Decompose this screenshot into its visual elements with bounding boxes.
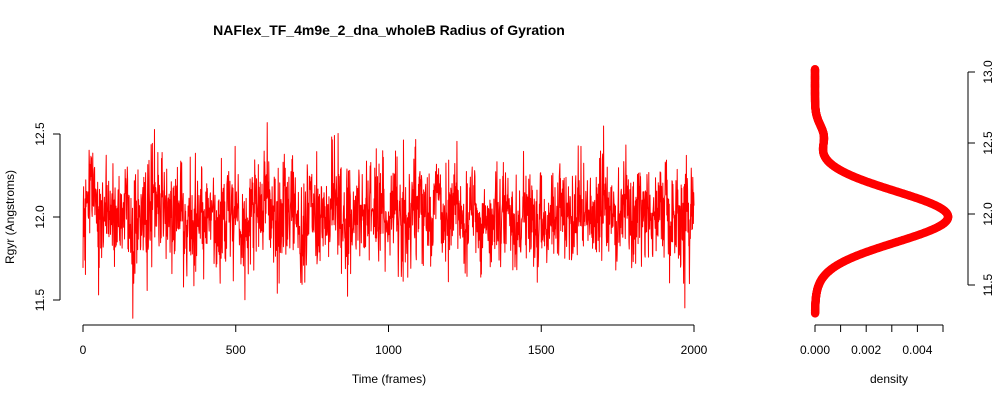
chart-title: NAFlex_TF_4m9e_2_dna_wholeB Radius of Gy… xyxy=(213,22,565,38)
main-x-axis: 0 500 1000 1500 2000 xyxy=(80,324,708,357)
x-tick-label: 1000 xyxy=(375,343,402,357)
series-line-rgyr xyxy=(82,122,695,319)
density-y-axis: 11.5 12.0 12.5 13.0 xyxy=(967,60,995,296)
y-tick-label: 12.5 xyxy=(33,122,47,146)
density-y-tick-label: 12.5 xyxy=(981,131,995,155)
y-tick-label: 11.5 xyxy=(33,288,47,311)
x-tick-label: 2000 xyxy=(681,343,708,357)
main-x-axis-label: Time (frames) xyxy=(352,372,426,386)
x-tick-label: 500 xyxy=(226,343,246,357)
density-x-axis-label: density xyxy=(870,372,908,386)
density-y-tick-label: 11.5 xyxy=(981,273,995,296)
main-y-axis-label: Rgyr (Angstroms) xyxy=(3,170,17,264)
density-x-tick-label: 0.002 xyxy=(851,343,881,357)
x-tick-label: 0 xyxy=(80,343,87,357)
density-y-tick-label: 12.0 xyxy=(981,202,995,226)
density-x-tick-label: 0.004 xyxy=(902,343,932,357)
x-tick-label: 1500 xyxy=(528,343,555,357)
series-density-curve xyxy=(810,64,953,318)
density-x-axis: 0.000 0.002 0.004 xyxy=(800,324,944,357)
main-y-axis: 11.5 12.0 12.5 xyxy=(33,122,61,311)
density-point xyxy=(810,64,820,74)
density-x-tick-label: 0.000 xyxy=(800,343,830,357)
y-tick-label: 12.0 xyxy=(33,205,47,229)
density-y-tick-label: 13.0 xyxy=(981,60,995,84)
